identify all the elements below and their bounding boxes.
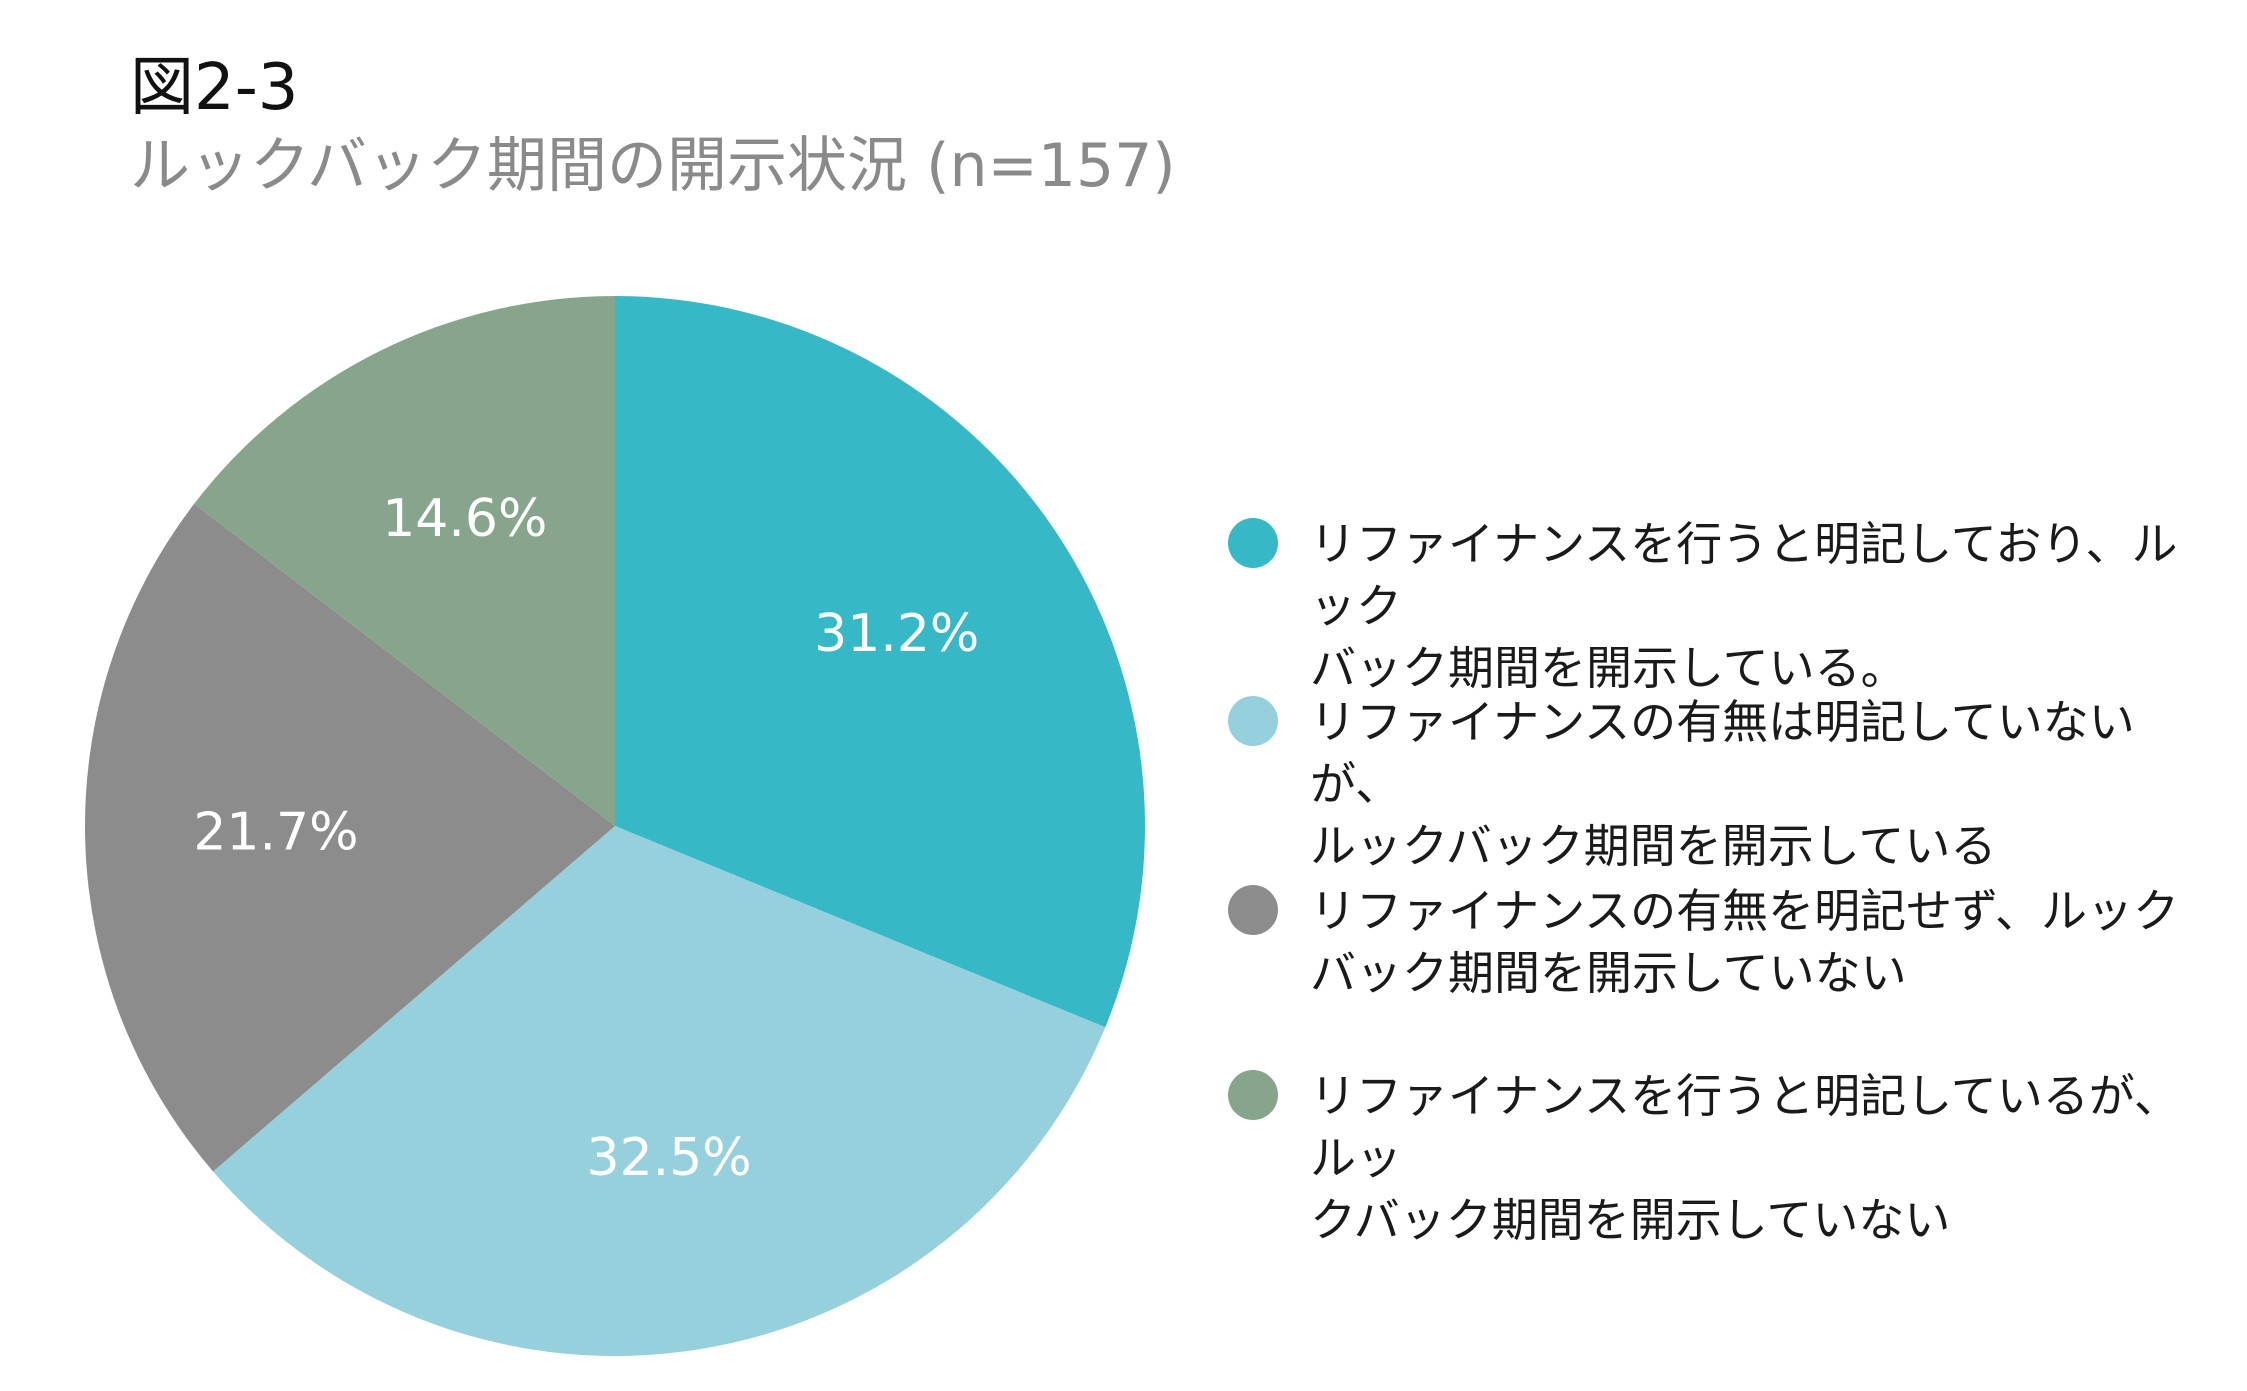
slice-data-label: 31.2% — [814, 604, 979, 664]
legend-line: リファイナンスの有無は明記していないが、 — [1310, 695, 2135, 811]
pie-slice — [84, 503, 616, 1172]
legend-line: リファイナンスを行うと明記しているが、ルッ — [1310, 1069, 2180, 1185]
pie-slice — [194, 295, 615, 826]
legend-label: リファイナンスの有無を明記せず、ルック バック期間を開示していない — [1310, 880, 2220, 1004]
legend-line: リファイナンスの有無を明記せず、ルック — [1310, 884, 2179, 938]
pie-slice — [213, 826, 1106, 1357]
figure-number: 図2-3 — [130, 51, 299, 125]
legend-swatch — [1228, 518, 1278, 568]
legend-label: リファイナンスを行うと明記しており、ルック バック期間を開示している。 — [1310, 513, 2220, 699]
legend-line: ルックバック期間を開示している — [1310, 819, 1997, 873]
legend-label: リファイナンスの有無は明記していないが、 ルックバック期間を開示している — [1310, 691, 2220, 877]
legend-line: バック期間を開示している。 — [1310, 641, 1907, 695]
pie-slice — [615, 296, 1145, 1028]
legend-swatch — [1228, 885, 1278, 935]
chart-title: ルックバック期間の開示状況 (n=157) — [130, 131, 1176, 201]
legend-line: リファイナンスを行うと明記しており、ルック — [1310, 517, 2178, 633]
slice-data-label: 32.5% — [587, 1128, 752, 1188]
slice-data-label: 14.6% — [382, 489, 547, 549]
legend-line: クバック期間を開示していない — [1310, 1193, 1951, 1247]
legend-swatch — [1228, 1070, 1278, 1120]
slice-data-label: 21.7% — [193, 803, 358, 863]
legend-line: バック期間を開示していない — [1310, 946, 1907, 1000]
legend-swatch — [1228, 696, 1278, 746]
legend-label: リファイナンスを行うと明記しているが、ルッ クバック期間を開示していない — [1310, 1065, 2220, 1251]
